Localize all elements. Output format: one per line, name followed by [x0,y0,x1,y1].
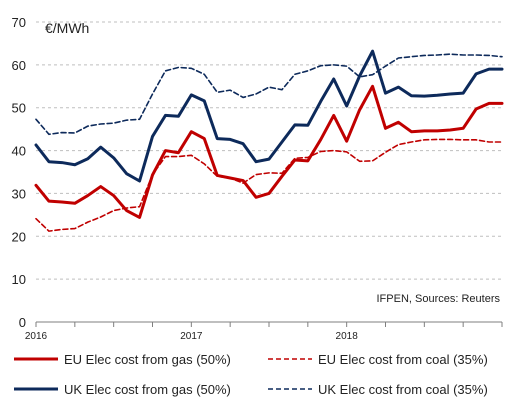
legend-label: EU Elec cost from coal (35%) [318,352,488,367]
y-tick-label: 50 [12,101,26,116]
y-unit-label: €/MWh [45,20,89,36]
source-note: IFPEN, Sources: Reuters [377,293,501,305]
x-tick-label: 2018 [336,331,359,342]
y-tick-label: 30 [12,186,26,201]
y-tick-label: 40 [12,144,26,159]
legend-label: UK Elec cost from coal (35%) [318,382,488,397]
series-line-1 [34,84,504,219]
series-line-4 [35,53,503,136]
y-tick-label: 0 [19,315,26,330]
y-tick-label: 20 [12,229,26,244]
x-tick-label: 2017 [180,331,203,342]
legend-label: EU Elec cost from gas (50%) [64,352,231,367]
x-tick-label: 2016 [25,331,48,342]
y-tick-label: 70 [12,15,26,30]
legend-label: UK Elec cost from gas (50%) [64,382,231,397]
series-line-3 [34,49,504,183]
data-series [34,49,504,232]
y-tick-label: 10 [12,272,26,287]
legend: EU Elec cost from gas (50%) EU Elec cost … [14,352,488,397]
series-line-2 [35,138,503,232]
axes: 0 10 20 30 40 50 60 70 2016 2017 2018 [12,15,503,342]
y-tick-label: 60 [12,58,26,73]
